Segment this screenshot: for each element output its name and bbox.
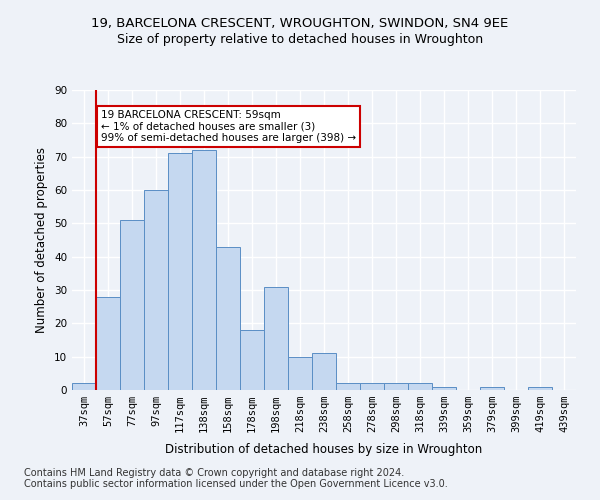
Bar — [144, 190, 168, 390]
Bar — [408, 384, 432, 390]
Bar — [120, 220, 144, 390]
Text: 19 BARCELONA CRESCENT: 59sqm
← 1% of detached houses are smaller (3)
99% of semi: 19 BARCELONA CRESCENT: 59sqm ← 1% of det… — [101, 110, 356, 143]
Bar — [480, 386, 504, 390]
Bar — [384, 384, 408, 390]
Text: Distribution of detached houses by size in Wroughton: Distribution of detached houses by size … — [166, 442, 482, 456]
Bar — [528, 386, 552, 390]
Bar — [192, 150, 216, 390]
Bar — [288, 356, 312, 390]
Text: Contains HM Land Registry data © Crown copyright and database right 2024.: Contains HM Land Registry data © Crown c… — [24, 468, 404, 477]
Bar — [312, 354, 336, 390]
Text: Contains public sector information licensed under the Open Government Licence v3: Contains public sector information licen… — [24, 479, 448, 489]
Bar — [168, 154, 192, 390]
Bar — [240, 330, 264, 390]
Bar — [336, 384, 360, 390]
Bar — [360, 384, 384, 390]
Text: 19, BARCELONA CRESCENT, WROUGHTON, SWINDON, SN4 9EE: 19, BARCELONA CRESCENT, WROUGHTON, SWIND… — [91, 18, 509, 30]
Text: Size of property relative to detached houses in Wroughton: Size of property relative to detached ho… — [117, 32, 483, 46]
Bar — [264, 286, 288, 390]
Bar — [72, 384, 96, 390]
Y-axis label: Number of detached properties: Number of detached properties — [35, 147, 49, 333]
Bar — [96, 296, 120, 390]
Bar — [432, 386, 456, 390]
Bar — [216, 246, 240, 390]
